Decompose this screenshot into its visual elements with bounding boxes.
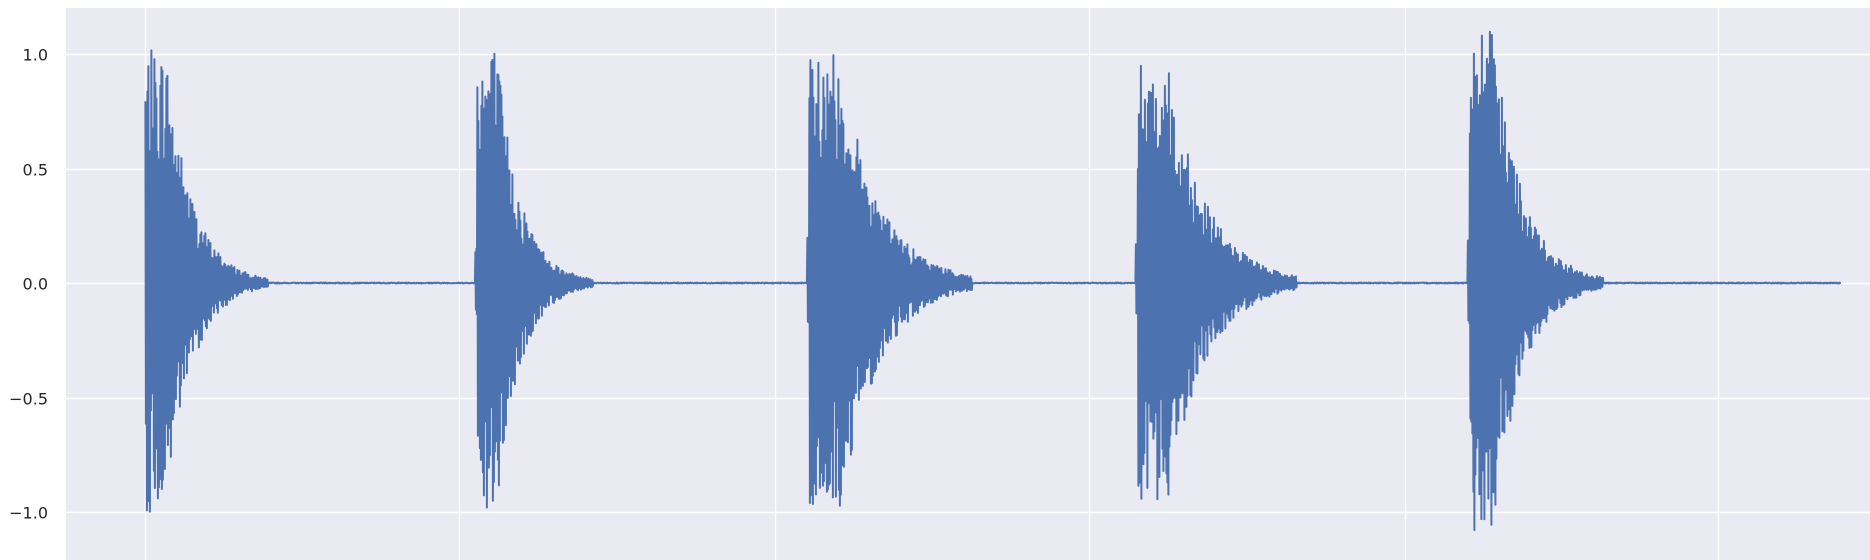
y-tick-label: 1.0 <box>23 46 48 65</box>
y-tick-label: −1.0 <box>9 504 48 523</box>
waveform-series <box>144 30 1842 532</box>
y-tick-label: −0.5 <box>9 390 48 409</box>
y-tick-label: 0.5 <box>23 161 48 180</box>
y-tick-label: 0.0 <box>23 275 48 294</box>
waveform-line <box>144 30 1842 532</box>
y-axis: 1.0 0.5 0.0 −0.5 −1.0 <box>9 46 48 523</box>
